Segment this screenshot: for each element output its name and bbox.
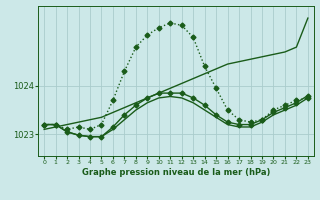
X-axis label: Graphe pression niveau de la mer (hPa): Graphe pression niveau de la mer (hPa)	[82, 168, 270, 177]
